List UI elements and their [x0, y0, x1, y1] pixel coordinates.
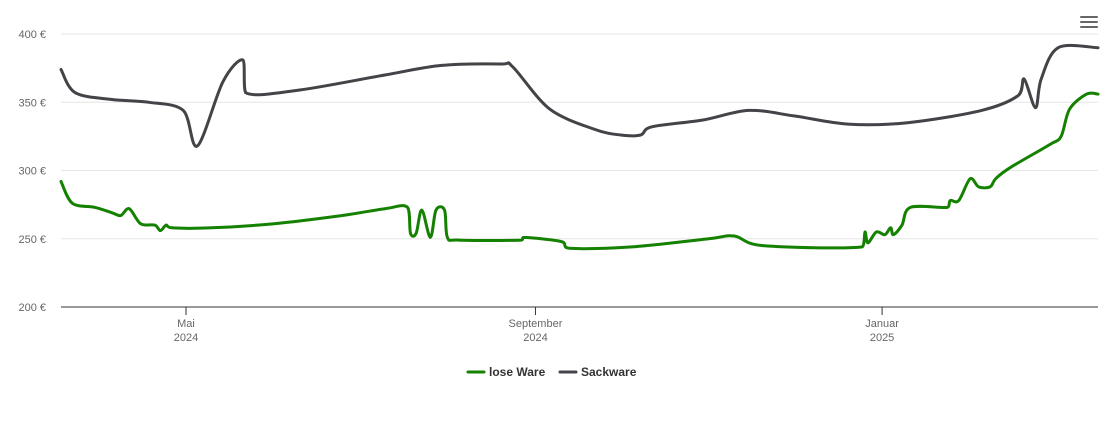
y-tick-label: 400 € — [18, 29, 46, 41]
legend[interactable]: lose Ware Sackware — [466, 365, 637, 379]
series-line-0[interactable] — [59, 91, 1100, 251]
legend-label: lose Ware — [489, 365, 546, 379]
x-tick-label-month: Mai — [177, 318, 195, 330]
series-line-1[interactable] — [59, 43, 1100, 148]
series-lines — [59, 43, 1100, 251]
y-axis-labels: 200 € 250 € 300 € 350 € 400 € — [18, 29, 46, 314]
x-tick-label-year: 2024 — [523, 332, 547, 344]
legend-item-1[interactable]: Sackware — [558, 365, 637, 379]
legend-item-0[interactable]: lose Ware — [466, 365, 546, 379]
hamburger-menu-icon-bar-top — [1080, 16, 1098, 18]
y-tick-label: 300 € — [18, 166, 46, 178]
y-tick-label: 350 € — [18, 97, 46, 109]
hamburger-menu-icon-bar-bottom — [1080, 26, 1098, 28]
x-axis: Mai 2024 September 2024 Januar 2025 — [61, 306, 1098, 344]
x-tick-label-year: 2024 — [174, 332, 198, 344]
chart-menu-button[interactable] — [1080, 14, 1098, 30]
x-tick-label-year: 2025 — [870, 332, 894, 344]
x-tick-label-month: September — [509, 318, 563, 330]
x-tick-label-month: Januar — [865, 318, 899, 330]
y-tick-label: 250 € — [18, 234, 46, 246]
grid-lines — [61, 33, 1098, 240]
hamburger-menu-icon-bar-middle — [1080, 21, 1098, 23]
legend-label: Sackware — [581, 365, 637, 379]
y-tick-label: 200 € — [18, 302, 46, 314]
